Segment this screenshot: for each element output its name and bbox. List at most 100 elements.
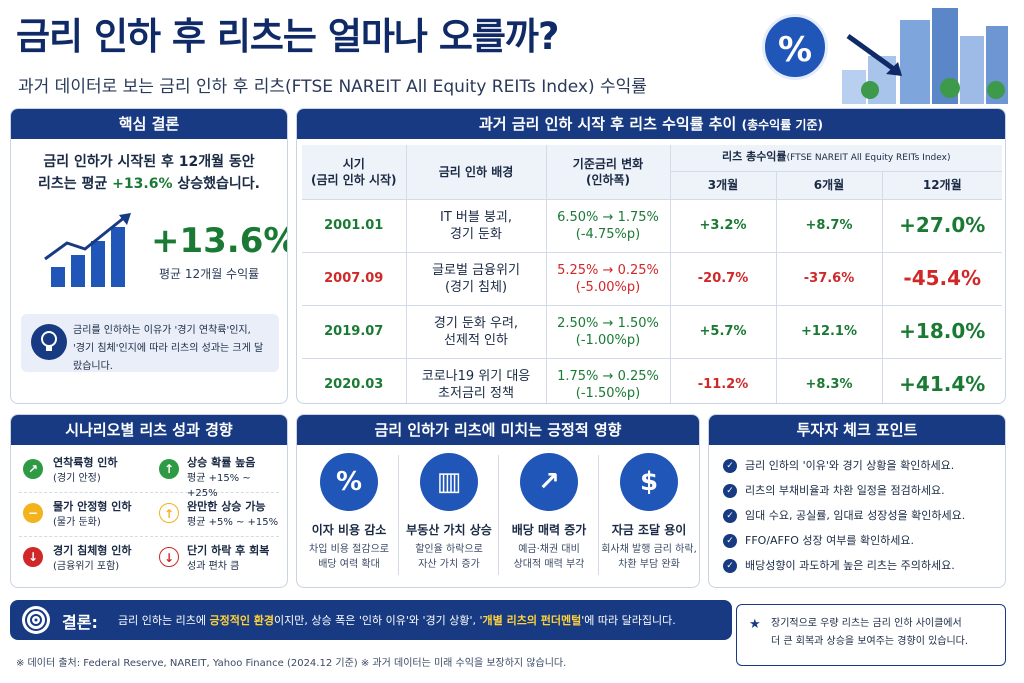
table-row: 2007.09 글로벌 금융위기 (경기 침체) 5.25% → 0.25% (-5… xyxy=(302,252,1002,306)
scenario-row: ↗ 연착륙형 인하 (경기 안정) ↑ 상승 확률 높음 평균 +15% ~ +25… xyxy=(19,449,279,499)
impact-title: 배당 매력 증가 xyxy=(511,523,587,537)
row-return-12m: +18.0% xyxy=(882,305,1002,359)
core-summary-line1: 금리 인하가 시작된 후 12개월 동안 xyxy=(43,154,255,170)
row-period: 2020.03 xyxy=(302,358,407,403)
average-return-value: +13.6% xyxy=(151,221,288,261)
row-period: 2001.01 xyxy=(302,199,407,253)
impact-title: 이자 비용 감소 xyxy=(311,523,387,537)
row-return-3m: -20.7% xyxy=(670,252,777,306)
impact-desc: 회사채 발행 금리 하락, 차환 부담 완화 xyxy=(599,542,699,572)
arrow-down-icon: ↓ xyxy=(159,547,179,567)
building-icon: ▥ xyxy=(420,453,478,511)
row-rate-change: 6.50% → 1.75% xyxy=(557,209,659,225)
divider xyxy=(598,455,599,575)
core-highlight: +13.6% 평균 12개월 수익률 xyxy=(11,205,287,305)
row-background-line1: IT 버블 붕괴, xyxy=(439,209,512,225)
reit-return-table: 시기 (금리 인하 시작) 금리 인하 배경 기준금리 변화 (인하폭) 리츠 총수… xyxy=(302,145,1002,403)
row-return-6m: +8.3% xyxy=(776,358,883,403)
row-background-line2: (경기 침체) xyxy=(444,279,508,295)
conclusion-text-3: '에 따라 달라집니다. xyxy=(581,614,676,627)
scenario-result-range: 평균 +5% ~ +15% xyxy=(187,517,279,528)
scenario-result: 완만한 상승 가능 평균 +5% ~ +15% xyxy=(187,499,278,530)
col-background-header: 금리 인하 배경 xyxy=(406,145,547,200)
row-rate: 2.50% → 1.50% (-1.00%p) xyxy=(546,305,671,359)
row-return-12m: +41.4% xyxy=(899,372,986,397)
col-return-header: 리츠 총수익률(FTSE NAREIT All Equity REITs Ind… xyxy=(670,145,1002,172)
col-return-label: 리츠 총수익률 xyxy=(722,150,787,164)
scenario-result-title: 상승 확률 높음 xyxy=(187,456,256,469)
money-bag-icon: $ xyxy=(620,453,678,511)
checklist-item-text: 임대 수요, 공실률, 임대료 성장성을 확인하세요. xyxy=(745,509,966,522)
row-rate-cut: (-1.50%p) xyxy=(575,385,641,401)
scenario-result-range: 성과 편차 큼 xyxy=(187,561,240,572)
trend-up-icon: ↗ xyxy=(23,459,43,479)
row-return-3m: -11.2% xyxy=(670,358,777,403)
arrow-up-icon: ↑ xyxy=(159,459,179,479)
scenario-result: 상승 확률 높음 평균 +15% ~ +25% xyxy=(187,455,279,501)
row-background-line1: 경기 둔화 우려, xyxy=(433,315,519,331)
target-icon xyxy=(22,606,50,634)
row-return-12m: +27.0% xyxy=(882,199,1002,253)
core-summary-line2: 리츠는 평균 +13.6% 상승했습니다. xyxy=(11,173,287,195)
scenario-case: 경기 침체형 인하 (금융위기 포함) xyxy=(53,543,132,574)
core-note: 금리를 인하하는 이유가 '경기 연착륙'인지, '경기 침체'인지에 따라 리… xyxy=(21,314,279,372)
core-line2-post: 상승했습니다. xyxy=(172,176,260,192)
scenario-case-sub: (경기 안정) xyxy=(53,473,101,484)
col-3m-header: 3개월 xyxy=(670,171,777,200)
impact-desc-line1: 예금·채권 대비 xyxy=(518,544,580,555)
row-background-line1: 글로벌 금융위기 xyxy=(432,262,520,278)
minus-icon: − xyxy=(23,503,43,523)
trend-heading-sub: (총수익률 기준) xyxy=(741,118,823,132)
row-rate: 1.75% → 0.25% (-1.50%p) xyxy=(546,358,671,403)
scenario-case-title: 경기 침체형 인하 xyxy=(53,544,132,557)
core-note-line2: '경기 침체'인지에 따라 리츠의 성과는 크게 달랐습니다. xyxy=(73,343,264,372)
checklist-item-text: 배당성향이 과도하게 높은 리츠는 주의하세요. xyxy=(745,559,955,572)
core-line2-highlight: +13.6% xyxy=(112,176,173,192)
col-rate-header: 기준금리 변화 (인하폭) xyxy=(546,145,671,200)
scenario-heading: 시나리오별 리츠 성과 경향 xyxy=(11,415,287,445)
core-summary: 금리 인하가 시작된 후 12개월 동안 리츠는 평균 +13.6% 상승했습니… xyxy=(11,151,287,195)
arrow-down-icon: ↓ xyxy=(23,547,43,567)
row-background-line2: 선제적 인하 xyxy=(444,332,508,348)
col-12m-header: 12개월 xyxy=(882,171,1002,200)
impact-title: 부동산 가치 상승 xyxy=(406,523,492,537)
row-return-12m: -45.4% xyxy=(882,252,1002,306)
average-return-label: 평균 12개월 수익률 xyxy=(159,267,260,281)
growth-chart-icon xyxy=(44,213,131,287)
row-rate: 6.50% → 1.75% (-4.75%p) xyxy=(546,199,671,253)
table-row: 2020.03 코로나19 위기 대응 초저금리 정책 1.75% → 0.25%… xyxy=(302,358,1002,403)
row-background: 글로벌 금융위기 (경기 침체) xyxy=(406,252,547,306)
trend-heading-text: 과거 금리 인하 시작 후 리츠 수익률 추이 xyxy=(479,115,737,133)
percent-icon: % xyxy=(762,14,828,80)
row-background-line1: 코로나19 위기 대응 xyxy=(421,368,531,384)
checklist-item-text: 리츠의 부채비율과 차환 일정을 점검하세요. xyxy=(745,484,945,497)
divider xyxy=(498,455,499,575)
col-rate-sub: (인하폭) xyxy=(585,172,631,187)
long-term-line1: 장기적으로 우량 리츠는 금리 인하 사이클에서 xyxy=(771,618,962,629)
col-rate-label: 기준금리 변화 xyxy=(572,156,644,171)
scenario-card: 시나리오별 리츠 성과 경향 ↗ 연착륙형 인하 (경기 안정) ↑ 상승 확률 … xyxy=(10,414,288,588)
scenario-row: ↓ 경기 침체형 인하 (금융위기 포함) ↓ 단기 하락 후 회복 성과 편차 큼 xyxy=(19,537,279,581)
impact-desc-line2: 배당 여력 확대 xyxy=(318,559,380,570)
checklist-item: ✓ 임대 수요, 공실률, 임대료 성장성을 확인하세요. xyxy=(709,503,1005,528)
conclusion-text-2: 이지만, 상승 폭은 '인하 이유'와 '경기 상황', ' xyxy=(274,614,483,627)
row-return-6m: +8.7% xyxy=(776,199,883,253)
check-icon: ✓ xyxy=(723,559,737,573)
percent-down-icon: % xyxy=(320,453,378,511)
row-background-line2: 경기 둔화 xyxy=(450,226,502,242)
scenario-result: 단기 하락 후 회복 성과 편차 큼 xyxy=(187,543,269,574)
checklist-heading: 투자자 체크 포인트 xyxy=(709,415,1005,445)
table-row: 2001.01 IT 버블 붕괴, 경기 둔화 6.50% → 1.75% (-4.… xyxy=(302,199,1002,253)
check-icon: ✓ xyxy=(723,459,737,473)
checklist-item: ✓ 리츠의 부채비율과 차환 일정을 점검하세요. xyxy=(709,478,1005,503)
row-rate-change: 2.50% → 1.50% xyxy=(557,315,659,331)
core-conclusion-card: 핵심 결론 금리 인하가 시작된 후 12개월 동안 리츠는 평균 +13.6%… xyxy=(10,108,288,404)
row-background-line2: 초저금리 정책 xyxy=(438,385,514,401)
hero-illustration: % xyxy=(750,0,1024,106)
core-line2-pre: 리츠는 평균 xyxy=(38,176,113,192)
scenario-case-title: 연착륙형 인하 xyxy=(53,456,118,469)
conclusion-text: 금리 인하는 리츠에 긍정적인 환경이지만, 상승 폭은 '인하 이유'와 '경… xyxy=(118,612,676,628)
impact-desc-line1: 회사채 발행 금리 하락, xyxy=(601,544,697,555)
scenario-row: − 물가 안정형 인하 (물가 둔화) ↑ 완만한 상승 가능 평균 +5% ~ +… xyxy=(19,493,279,537)
conclusion-highlight-2: 개별 리츠의 펀더멘털 xyxy=(482,614,582,627)
